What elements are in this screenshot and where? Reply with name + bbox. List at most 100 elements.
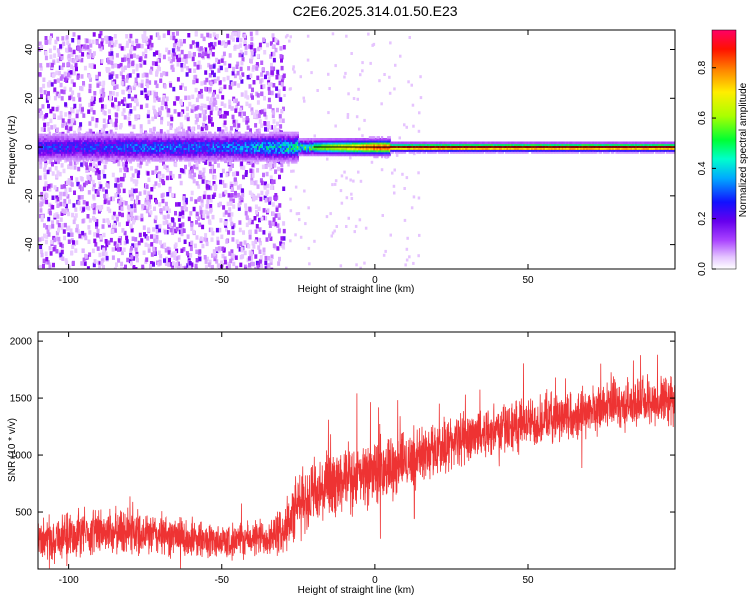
heatmap-cell — [136, 114, 140, 119]
heatmap-cell — [279, 151, 283, 154]
heatmap-cell — [93, 203, 97, 208]
heatmap-cell — [132, 145, 136, 148]
heatmap-cell — [163, 145, 166, 148]
heatmap-cell — [131, 143, 134, 146]
heatmap-cell — [50, 157, 53, 160]
heatmap-cell — [298, 218, 301, 222]
heatmap-cell — [100, 38, 104, 43]
heatmap-cell — [114, 147, 117, 150]
heatmap-cell — [195, 151, 198, 154]
heatmap-cell — [140, 155, 143, 158]
heatmap-cell — [178, 137, 182, 141]
heatmap-cell — [264, 141, 267, 145]
heatmap-cell — [88, 153, 91, 156]
heatmap-cell — [139, 137, 142, 141]
heatmap-cell — [254, 254, 258, 259]
heatmap-cell — [234, 143, 237, 146]
heatmap-cell — [138, 232, 142, 238]
heatmap-cell — [258, 151, 261, 154]
heatmap-cell — [84, 180, 88, 186]
heatmap-cell — [175, 133, 178, 137]
heatmap-cell — [38, 237, 42, 242]
heatmap-cell — [251, 162, 255, 168]
heatmap-cell — [105, 139, 108, 143]
heatmap-cell — [110, 155, 113, 158]
heatmap-cell — [64, 153, 67, 156]
heatmap-cell — [174, 133, 177, 137]
heatmap-cell — [99, 137, 102, 141]
heatmap-cell — [275, 141, 278, 145]
heatmap-cell — [215, 139, 218, 143]
heatmap-cell — [225, 227, 228, 232]
heatmap-cell — [211, 149, 214, 152]
heatmap-cell — [194, 143, 197, 146]
heatmap-cell — [117, 238, 121, 243]
heatmap-cell — [143, 139, 146, 143]
heatmap-cell — [114, 39, 118, 45]
heatmap-cell — [267, 159, 270, 162]
heatmap-cell — [91, 137, 94, 141]
heatmap-cell — [148, 212, 152, 218]
heatmap-cell — [53, 133, 56, 137]
heatmap-cell — [151, 131, 154, 135]
heatmap-cell — [418, 233, 421, 237]
heatmap-cell — [173, 52, 177, 57]
heatmap-cell — [76, 155, 79, 158]
heatmap-cell — [238, 43, 242, 48]
heatmap-cell — [206, 137, 209, 141]
heatmap-cell — [82, 81, 85, 86]
heatmap-cell — [79, 133, 82, 137]
heatmap-cell — [111, 172, 115, 178]
heatmap-cell — [214, 153, 217, 156]
heatmap-cell — [173, 109, 177, 114]
heatmap-cell — [260, 141, 263, 145]
heatmap-cell — [57, 115, 61, 120]
heatmap-cell — [244, 147, 247, 150]
heatmap-cell — [111, 122, 115, 127]
heatmap-cell — [275, 207, 279, 212]
heatmap-cell — [137, 43, 141, 49]
heatmap-cell — [49, 183, 53, 188]
heatmap-cell — [335, 225, 338, 228]
heatmap-cell — [145, 135, 148, 139]
heatmap-cell — [100, 151, 103, 154]
heatmap-cell — [198, 113, 202, 118]
heatmap-cell — [224, 137, 227, 141]
heatmap-cell — [79, 143, 82, 146]
heatmap-cell — [275, 139, 278, 143]
heatmap-cell — [111, 81, 115, 86]
heatmap-cell — [238, 247, 242, 252]
heatmap-cell — [39, 153, 42, 156]
heatmap-cell — [142, 151, 145, 154]
heatmap-cell — [263, 149, 266, 152]
heatmap-cell — [392, 184, 396, 188]
heatmap-cell — [113, 139, 116, 143]
heatmap-cell — [183, 157, 186, 160]
heatmap-cell — [250, 153, 253, 156]
heatmap-cell — [200, 149, 203, 152]
heatmap-cell — [94, 135, 97, 139]
heatmap-cell — [232, 135, 235, 139]
heatmap-cell — [152, 133, 155, 137]
heatmap-cell — [44, 147, 47, 150]
heatmap-cell — [48, 149, 51, 152]
heatmap-cell — [160, 159, 163, 162]
heatmap-cell — [166, 155, 169, 158]
heatmap-cell — [127, 59, 131, 64]
heatmap-cell — [268, 124, 272, 130]
heatmap-cell — [135, 179, 139, 184]
heatmap-cell — [128, 155, 131, 158]
heatmap-cell — [370, 160, 374, 164]
heatmap-cell — [40, 191, 44, 197]
heatmap-cell — [252, 65, 256, 70]
heatmap-cell — [264, 74, 267, 80]
heatmap-cell — [183, 137, 186, 141]
heatmap-cell — [42, 116, 45, 121]
heatmap-cell — [66, 72, 70, 78]
heatmap-cell — [217, 147, 220, 150]
heatmap-cell — [248, 206, 252, 212]
heatmap-cell — [68, 143, 71, 146]
heatmap-cell — [180, 149, 183, 152]
heatmap-cell — [204, 209, 208, 215]
heatmap-cell — [136, 141, 139, 145]
